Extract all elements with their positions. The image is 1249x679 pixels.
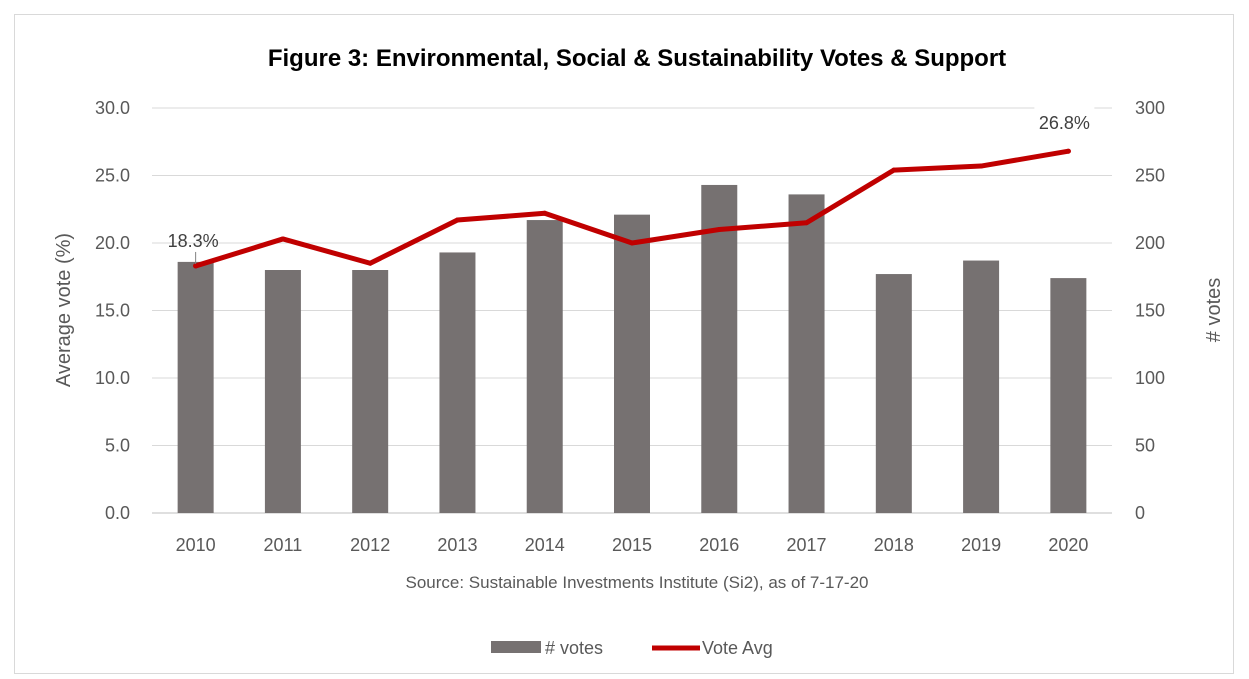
data-label: 26.8% (1039, 113, 1090, 133)
legend: # votes Vote Avg (491, 638, 773, 658)
vote-avg-point (193, 263, 199, 269)
right-axis-tick-label: 200 (1135, 233, 1165, 253)
left-axis-title: Average vote (%) (53, 233, 75, 387)
vote-avg-point (280, 236, 286, 242)
vote-avg-point (1065, 148, 1071, 154)
vote-avg-point (716, 227, 722, 232)
right-axis-tick-label: 50 (1135, 436, 1155, 456)
vote-avg-point (804, 220, 810, 226)
bar (788, 194, 825, 513)
data-label: 18.3% (168, 231, 219, 251)
bar (875, 274, 912, 513)
x-axis-tick-label: 2015 (612, 535, 652, 555)
left-axis-tick-label: 0.0 (105, 503, 130, 523)
bar (701, 184, 738, 513)
vote-avg-point (891, 167, 897, 173)
left-axis-tick-label: 25.0 (95, 166, 130, 186)
x-axis-tick-label: 2012 (350, 535, 390, 555)
bar (177, 261, 214, 513)
x-axis-tick-label: 2013 (437, 535, 477, 555)
x-axis-tick-label: 2017 (787, 535, 827, 555)
left-axis-tick-label: 20.0 (95, 233, 130, 253)
bar (526, 220, 563, 514)
left-axis-tick-label: 15.0 (95, 301, 130, 321)
right-axis-tick-label: 250 (1135, 166, 1165, 186)
x-axis-ticks: 2010 2011 2012 2013 2014 2015 2016 2017 2018 2019… (176, 535, 1089, 555)
x-axis-tick-label: 2011 (264, 535, 303, 555)
left-axis-ticks: 0.0 5.0 10.0 15.0 20.0 25.0 30.0 (95, 98, 130, 523)
vote-avg-point (978, 163, 984, 169)
left-axis-tick-label: 5.0 (105, 436, 130, 456)
right-axis-tick-label: 0 (1135, 503, 1145, 523)
chart-source: Source: Sustainable Investments Institut… (405, 573, 868, 592)
x-axis-tick-label: 2018 (874, 535, 914, 555)
right-axis-tick-label: 100 (1135, 368, 1165, 388)
bar (439, 252, 476, 513)
data-label-background (1034, 107, 1095, 138)
legend-label-votes: # votes (545, 638, 603, 658)
left-axis-tick-label: 10.0 (95, 368, 130, 388)
vote-avg-point (454, 217, 460, 223)
bar (614, 214, 650, 513)
right-axis-title: # votes (1203, 278, 1225, 342)
x-axis-tick-label: 2010 (176, 535, 216, 555)
left-axis-tick-label: 30.0 (95, 98, 130, 118)
bar (963, 260, 1000, 513)
bar (352, 270, 389, 513)
bar (264, 270, 301, 513)
x-axis-tick-label: 2016 (699, 535, 739, 555)
x-axis-tick-label: 2014 (525, 535, 565, 555)
right-axis-tick-label: 300 (1135, 98, 1165, 118)
right-axis-ticks: 0 50 100 150 200 250 300 (1135, 98, 1165, 523)
legend-label-vote-avg: Vote Avg (702, 638, 773, 658)
x-axis-tick-label: 2019 (961, 535, 1001, 555)
vote-avg-point (542, 210, 548, 216)
legend-swatch-votes (491, 641, 541, 653)
right-axis-tick-label: 150 (1135, 301, 1165, 321)
bar (1050, 278, 1087, 513)
data-labels: 18.3% 26.8% (168, 107, 1095, 264)
vote-avg-point (629, 240, 635, 246)
chart-title: Figure 3: Environmental, Social & Sustai… (268, 45, 1006, 72)
x-axis-tick-label: 2020 (1048, 535, 1088, 555)
bar-series (177, 184, 1087, 514)
line-series (193, 148, 1071, 269)
vote-avg-point (367, 260, 373, 266)
